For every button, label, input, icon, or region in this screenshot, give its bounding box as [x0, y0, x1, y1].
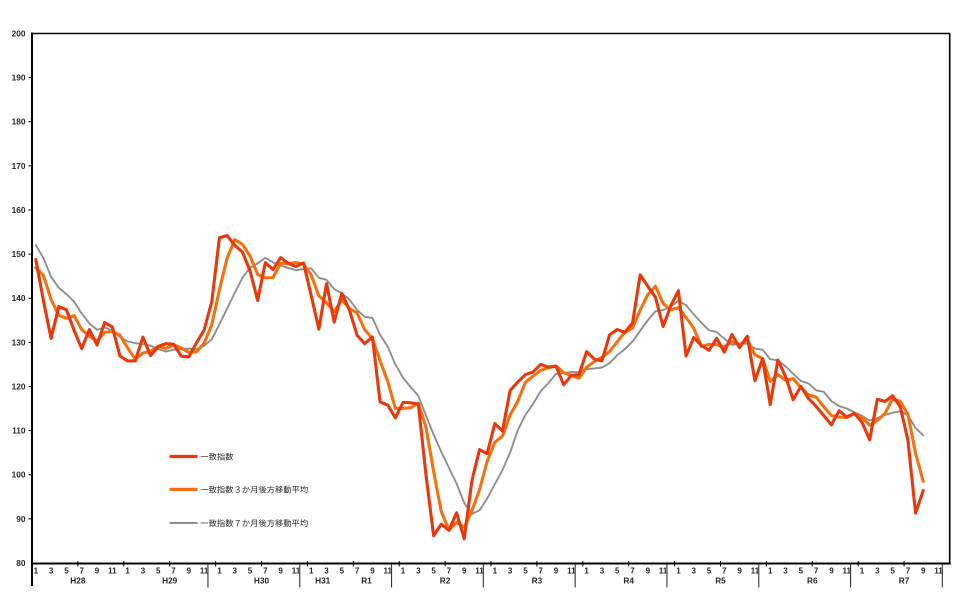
svg-text:9: 9	[278, 566, 283, 575]
svg-text:1: 1	[493, 566, 498, 575]
svg-text:R6: R6	[807, 576, 818, 586]
svg-text:5: 5	[523, 566, 528, 575]
svg-text:5: 5	[340, 566, 345, 575]
svg-text:9: 9	[462, 566, 467, 575]
svg-text:R3: R3	[532, 576, 543, 586]
svg-text:190: 190	[12, 73, 26, 83]
svg-text:90: 90	[16, 514, 26, 524]
svg-text:3: 3	[416, 566, 421, 575]
svg-text:7: 7	[630, 566, 635, 575]
svg-text:9: 9	[737, 566, 742, 575]
svg-text:3: 3	[324, 566, 329, 575]
svg-text:5: 5	[615, 566, 620, 575]
svg-text:7: 7	[539, 566, 544, 575]
svg-text:3: 3	[692, 566, 697, 575]
svg-text:3: 3	[783, 566, 788, 575]
svg-text:200: 200	[12, 28, 26, 38]
svg-text:170: 170	[12, 161, 26, 171]
svg-text:1: 1	[584, 566, 589, 575]
svg-text:R2: R2	[440, 576, 451, 586]
svg-text:R7: R7	[899, 576, 910, 586]
svg-text:H29: H29	[162, 576, 178, 586]
svg-text:9: 9	[646, 566, 651, 575]
svg-text:9: 9	[921, 566, 926, 575]
svg-text:3: 3	[49, 566, 54, 575]
svg-text:5: 5	[431, 566, 436, 575]
svg-text:11: 11	[567, 566, 576, 575]
svg-text:H31: H31	[315, 576, 331, 586]
svg-text:3: 3	[233, 566, 238, 575]
svg-text:1: 1	[34, 566, 39, 575]
svg-text:3: 3	[508, 566, 513, 575]
svg-text:H30: H30	[254, 576, 270, 586]
svg-text:11: 11	[200, 566, 209, 575]
svg-text:11: 11	[383, 566, 392, 575]
svg-text:11: 11	[842, 566, 851, 575]
svg-text:5: 5	[64, 566, 69, 575]
svg-text:11: 11	[751, 566, 760, 575]
svg-text:1: 1	[860, 566, 865, 575]
svg-text:160: 160	[12, 205, 26, 215]
svg-text:1: 1	[768, 566, 773, 575]
svg-text:130: 130	[12, 337, 26, 347]
svg-text:7: 7	[722, 566, 727, 575]
svg-text:100: 100	[12, 470, 26, 480]
svg-text:11: 11	[934, 566, 943, 575]
svg-text:7: 7	[79, 566, 84, 575]
svg-text:140: 140	[12, 293, 26, 303]
svg-text:1: 1	[401, 566, 406, 575]
svg-text:5: 5	[248, 566, 253, 575]
svg-text:7: 7	[263, 566, 268, 575]
svg-text:9: 9	[829, 566, 834, 575]
svg-text:150: 150	[12, 249, 26, 259]
svg-text:3: 3	[141, 566, 146, 575]
svg-text:9: 9	[370, 566, 375, 575]
svg-text:1: 1	[309, 566, 314, 575]
svg-text:5: 5	[890, 566, 895, 575]
svg-text:R4: R4	[623, 576, 634, 586]
svg-text:7: 7	[355, 566, 360, 575]
svg-text:1: 1	[217, 566, 222, 575]
svg-text:120: 120	[12, 381, 26, 391]
svg-text:R5: R5	[715, 576, 726, 586]
svg-text:H28: H28	[70, 576, 86, 586]
svg-text:3: 3	[600, 566, 605, 575]
svg-text:9: 9	[95, 566, 100, 575]
svg-text:80: 80	[16, 558, 26, 568]
svg-text:180: 180	[12, 117, 26, 127]
svg-text:5: 5	[156, 566, 161, 575]
svg-text:9: 9	[187, 566, 192, 575]
svg-text:110: 110	[12, 426, 26, 436]
svg-text:11: 11	[475, 566, 484, 575]
svg-text:3: 3	[875, 566, 880, 575]
svg-text:7: 7	[906, 566, 911, 575]
svg-text:1: 1	[125, 566, 130, 575]
svg-text:1: 1	[676, 566, 681, 575]
svg-text:5: 5	[707, 566, 712, 575]
svg-text:11: 11	[659, 566, 668, 575]
svg-text:9: 9	[554, 566, 559, 575]
svg-text:5: 5	[799, 566, 804, 575]
svg-text:7: 7	[447, 566, 452, 575]
svg-text:7: 7	[814, 566, 819, 575]
svg-text:11: 11	[292, 566, 301, 575]
svg-text:R1: R1	[361, 576, 372, 586]
svg-text:11: 11	[108, 566, 117, 575]
svg-text:7: 7	[171, 566, 176, 575]
